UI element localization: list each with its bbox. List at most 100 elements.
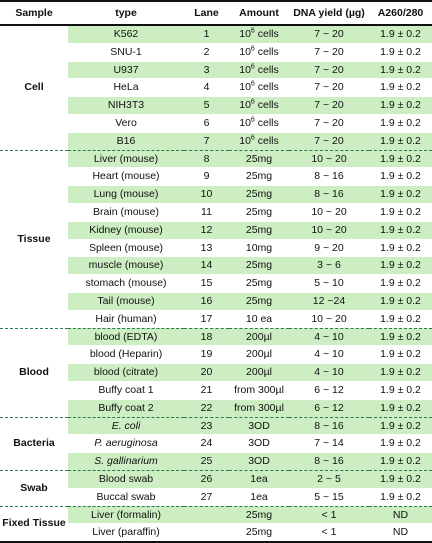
- table-row: U937 3 106 cells 7 ~ 20 1.9 ± 0.2: [0, 61, 432, 79]
- table-row: Tail (mouse) 16 25mg 12 ~24 1.9 ± 0.2: [0, 292, 432, 311]
- lane-cell: 25: [184, 452, 229, 471]
- lane-cell: 6: [184, 114, 229, 133]
- table-row: HeLa 4 106 cells 7 ~ 20 1.9 ± 0.2: [0, 78, 432, 97]
- lane-cell: [184, 523, 229, 543]
- amount-unit: cells: [254, 28, 279, 40]
- amount-cell: 25mg: [229, 523, 289, 543]
- type-cell: blood (citrate): [68, 363, 184, 382]
- amount-exponent: 6: [250, 27, 255, 35]
- dna-yield-cell: 2 ~ 5: [289, 470, 369, 489]
- a260-280-cell: 1.9 ± 0.2: [369, 132, 432, 151]
- amount-exponent: 6: [250, 45, 255, 53]
- table-row: blood (citrate) 20 200µl 4 ~ 10 1.9 ± 0.2: [0, 363, 432, 382]
- dna-yield-cell: 12 ~24: [289, 292, 369, 311]
- lane-cell: 3: [184, 61, 229, 79]
- a260-280-cell: 1.9 ± 0.2: [369, 399, 432, 418]
- type-cell: Kidney (mouse): [68, 221, 184, 240]
- amount-cell: 3OD: [229, 434, 289, 453]
- type-cell: Blood swab: [68, 470, 184, 489]
- sample-group-label: Bacteria: [0, 417, 68, 471]
- amount-cell: 1ea: [229, 488, 289, 507]
- sample-group-label: Blood: [0, 328, 68, 418]
- dna-yield-cell: 8 ~ 16: [289, 167, 369, 186]
- dna-yield-cell: 9 ~ 20: [289, 239, 369, 257]
- dna-yield-cell: 7 ~ 20: [289, 25, 369, 44]
- header-amount: Amount: [229, 1, 289, 25]
- dna-yield-cell: 8 ~ 16: [289, 452, 369, 471]
- amount-unit: cells: [254, 81, 279, 94]
- sample-group-label: Swab: [0, 470, 68, 507]
- amount-base: 10: [239, 99, 251, 112]
- amount-exponent: 6: [250, 80, 255, 88]
- dna-yield-cell: 6 ~ 12: [289, 381, 369, 400]
- amount-unit: cells: [254, 116, 279, 129]
- a260-280-cell: 1.9 ± 0.2: [369, 328, 432, 346]
- type-cell: Buffy coat 2: [68, 399, 184, 418]
- lane-cell: 19: [184, 345, 229, 364]
- a260-280-cell: 1.9 ± 0.2: [369, 488, 432, 507]
- lane-cell: 26: [184, 470, 229, 489]
- amount-cell: 25mg: [229, 292, 289, 311]
- a260-280-cell: ND: [369, 523, 432, 543]
- table-row: S. gallinarium 25 3OD 8 ~ 16 1.9 ± 0.2: [0, 452, 432, 471]
- amount-cell: 10 ea: [229, 310, 289, 329]
- dna-yield-cell: < 1: [289, 523, 369, 543]
- table-row: Buffy coat 2 22 from 300µl 6 ~ 12 1.9 ± 0.2: [0, 399, 432, 418]
- table-row: Cell K562 1 106 cells 7 ~ 20 1.9 ± 0.2: [0, 25, 432, 151]
- amount-base: 10: [239, 116, 251, 129]
- lane-cell: 14: [184, 256, 229, 275]
- dna-yield-cell: 10 ~ 20: [289, 310, 369, 329]
- amount-base: 10: [239, 45, 251, 58]
- table-row: blood (Heparin) 19 200µl 4 ~ 10 1.9 ± 0.2: [0, 345, 432, 364]
- amount-cell: 106 cells: [229, 114, 289, 133]
- amount-cell: 106 cells: [229, 43, 289, 62]
- amount-base: 10: [239, 81, 251, 94]
- dna-yield-cell: < 1: [289, 506, 369, 524]
- lane-cell: 23: [184, 417, 229, 435]
- lane-cell: 18: [184, 328, 229, 346]
- header-a260-280: A260/280: [369, 1, 432, 25]
- dna-yield-cell: 4 ~ 10: [289, 363, 369, 382]
- a260-280-cell: 1.9 ± 0.2: [369, 310, 432, 329]
- a260-280-cell: 1.9 ± 0.2: [369, 239, 432, 257]
- dna-yield-cell: 7 ~ 20: [289, 132, 369, 151]
- amount-cell: 25mg: [229, 274, 289, 293]
- lane-cell: 7: [184, 132, 229, 151]
- table-row: NIH3T3 5 106 cells 7 ~ 20 1.9 ± 0.2: [0, 96, 432, 115]
- table-body: Cell K562 1 106 cells 7 ~ 20 1.9 ± 0.2 SNU-1 2 1…: [0, 25, 432, 543]
- a260-280-cell: 1.9 ± 0.2: [369, 61, 432, 79]
- dna-yield-cell: 6 ~ 12: [289, 399, 369, 418]
- lane-cell: 13: [184, 239, 229, 257]
- amount-cell: 25mg: [229, 185, 289, 204]
- amount-unit: cells: [254, 63, 279, 76]
- a260-280-cell: 1.9 ± 0.2: [369, 43, 432, 62]
- table-row: Buffy coat 1 21 from 300µl 6 ~ 12 1.9 ± 0.2: [0, 381, 432, 400]
- type-cell: Hair (human): [68, 310, 184, 329]
- type-cell: Liver (paraffin): [68, 523, 184, 543]
- dna-yield-cell: 7 ~ 20: [289, 96, 369, 115]
- lane-cell: 11: [184, 203, 229, 222]
- lane-cell: 16: [184, 292, 229, 311]
- type-cell: Tail (mouse): [68, 292, 184, 311]
- lane-cell: 15: [184, 274, 229, 293]
- table-row: Bacteria E. coli 23 3OD 8 ~ 16 1.9 ± 0.2: [0, 417, 432, 471]
- amount-cell: 3OD: [229, 417, 289, 435]
- amount-cell: 25mg: [229, 256, 289, 275]
- a260-280-cell: ND: [369, 506, 432, 524]
- amount-cell: 10mg: [229, 239, 289, 257]
- lane-cell: 4: [184, 78, 229, 97]
- lane-cell: 12: [184, 221, 229, 240]
- table-row: Blood blood (EDTA) 18 200µl 4 ~ 10 1.9 ± 0.2: [0, 328, 432, 418]
- dna-yield-cell: 4 ~ 10: [289, 328, 369, 346]
- a260-280-cell: 1.9 ± 0.2: [369, 470, 432, 489]
- table-row: Tissue Liver (mouse) 8 25mg 10 ~ 20 1.9 ± 0.2: [0, 150, 432, 329]
- type-cell: S. gallinarium: [68, 452, 184, 471]
- lane-cell: 8: [184, 150, 229, 168]
- header-type: type: [68, 1, 184, 25]
- type-cell: Lung (mouse): [68, 185, 184, 204]
- lane-cell: 21: [184, 381, 229, 400]
- a260-280-cell: 1.9 ± 0.2: [369, 434, 432, 453]
- a260-280-cell: 1.9 ± 0.2: [369, 96, 432, 115]
- dna-yield-cell: 8 ~ 16: [289, 185, 369, 204]
